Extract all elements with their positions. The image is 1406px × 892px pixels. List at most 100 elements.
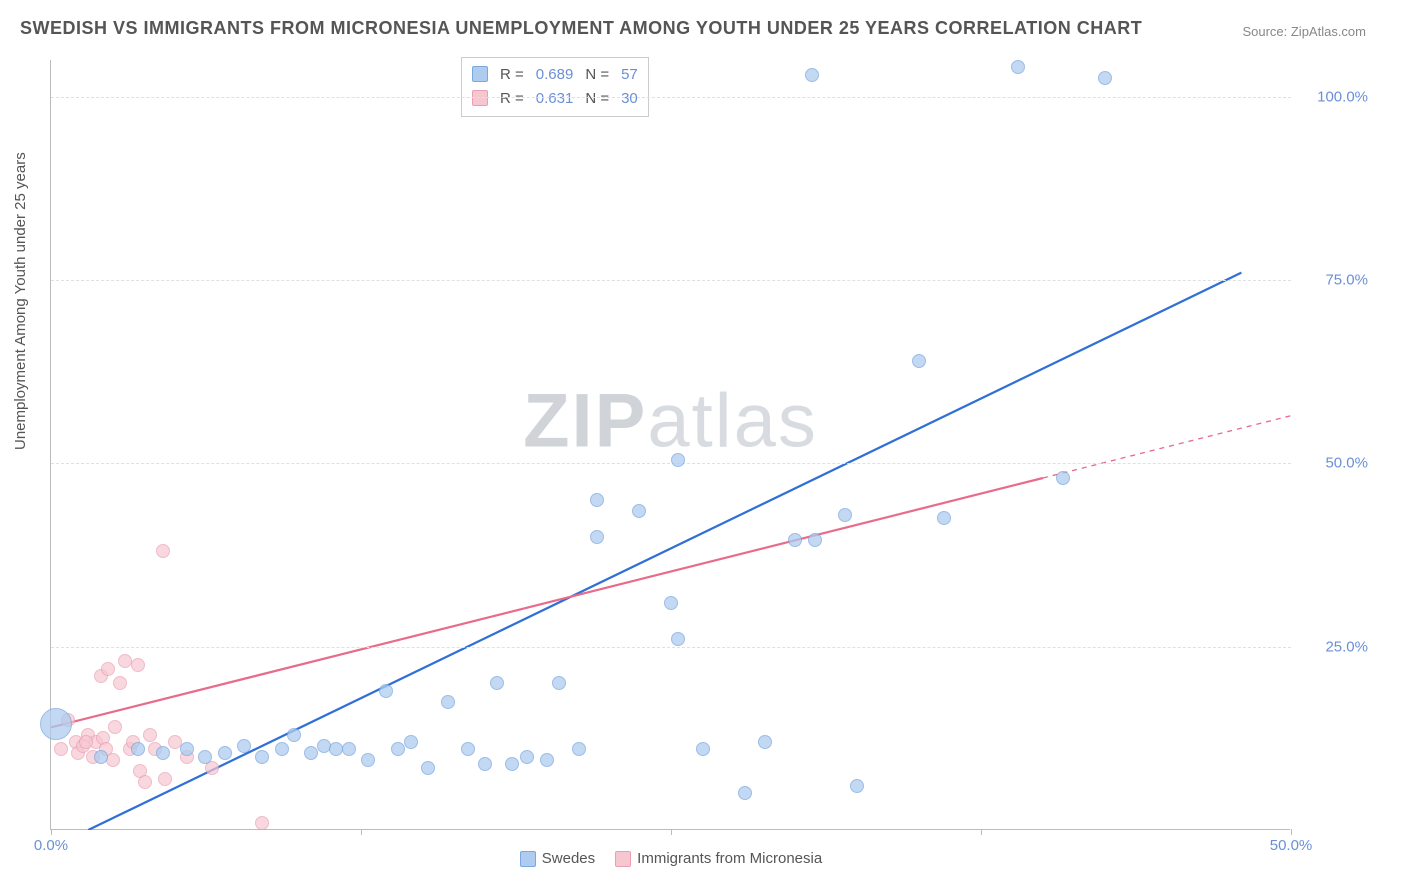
data-point — [505, 757, 519, 771]
y-tick-label: 50.0% — [1325, 455, 1368, 472]
data-point — [572, 742, 586, 756]
data-point — [1098, 71, 1112, 85]
legend-item: Immigrants from Micronesia — [615, 850, 822, 867]
data-point — [255, 750, 269, 764]
legend-item: Swedes — [520, 850, 595, 867]
data-point — [937, 511, 951, 525]
data-point — [342, 742, 356, 756]
data-point — [850, 779, 864, 793]
x-tick-label: 0.0% — [34, 837, 68, 854]
stats-n-label: N = — [585, 66, 609, 83]
data-point — [108, 720, 122, 734]
stats-n-label: N = — [585, 90, 609, 107]
y-tick-label: 25.0% — [1325, 638, 1368, 655]
legend-label: Immigrants from Micronesia — [637, 850, 822, 867]
data-point — [490, 676, 504, 690]
gridline-h — [51, 463, 1291, 464]
data-point — [441, 695, 455, 709]
stats-r-label: R = — [500, 90, 524, 107]
data-point — [138, 775, 152, 789]
data-point — [540, 753, 554, 767]
data-point — [156, 746, 170, 760]
data-point — [805, 68, 819, 82]
data-point — [131, 742, 145, 756]
stats-row: R = 0.689 N = 57 — [472, 62, 638, 86]
trend-lines — [51, 60, 1291, 830]
data-point — [664, 596, 678, 610]
data-point — [361, 753, 375, 767]
x-tick-mark — [981, 829, 982, 835]
data-point — [478, 757, 492, 771]
data-point — [590, 493, 604, 507]
stats-r-value: 0.689 — [536, 66, 574, 83]
data-point — [218, 746, 232, 760]
watermark: ZIPatlas — [523, 378, 818, 465]
stats-r-value: 0.631 — [536, 90, 574, 107]
legend-label: Swedes — [542, 850, 595, 867]
x-tick-mark — [1291, 829, 1292, 835]
data-point — [255, 816, 269, 830]
stats-legend: R = 0.689 N = 57 R = 0.631 N = 30 — [461, 57, 649, 117]
stats-swatch — [472, 66, 488, 82]
data-point — [912, 354, 926, 368]
data-point — [275, 742, 289, 756]
legend-swatch — [520, 851, 536, 867]
data-point — [590, 530, 604, 544]
data-point — [671, 632, 685, 646]
data-point — [180, 742, 194, 756]
data-point — [552, 676, 566, 690]
data-point — [671, 453, 685, 467]
data-point — [131, 658, 145, 672]
data-point — [808, 533, 822, 547]
data-point — [101, 662, 115, 676]
data-point — [156, 544, 170, 558]
data-point — [54, 742, 68, 756]
data-point — [158, 772, 172, 786]
data-point — [520, 750, 534, 764]
source-label: Source: — [1242, 24, 1290, 39]
series-legend: Swedes Immigrants from Micronesia — [51, 850, 1291, 867]
data-point — [758, 735, 772, 749]
watermark-light: atlas — [647, 379, 818, 464]
gridline-h — [51, 280, 1291, 281]
stats-r-label: R = — [500, 66, 524, 83]
data-point — [237, 739, 251, 753]
stats-n-value: 30 — [621, 90, 638, 107]
chart-title: SWEDISH VS IMMIGRANTS FROM MICRONESIA UN… — [20, 18, 1142, 39]
data-point — [838, 508, 852, 522]
data-point — [79, 735, 93, 749]
data-point — [696, 742, 710, 756]
data-point — [379, 684, 393, 698]
y-tick-label: 75.0% — [1325, 272, 1368, 289]
data-point — [113, 676, 127, 690]
data-point — [738, 786, 752, 800]
data-point — [198, 750, 212, 764]
data-point — [287, 728, 301, 742]
y-axis-label: Unemployment Among Youth under 25 years — [12, 152, 29, 450]
data-point — [1056, 471, 1070, 485]
data-point — [404, 735, 418, 749]
stats-n-value: 57 — [621, 66, 638, 83]
source-name: ZipAtlas.com — [1291, 24, 1366, 39]
x-tick-mark — [361, 829, 362, 835]
data-point — [94, 750, 108, 764]
watermark-bold: ZIP — [523, 379, 647, 464]
gridline-h — [51, 647, 1291, 648]
x-tick-mark — [671, 829, 672, 835]
data-point — [1011, 60, 1025, 74]
data-point — [40, 708, 72, 740]
legend-swatch — [615, 851, 631, 867]
data-point — [788, 533, 802, 547]
data-point — [461, 742, 475, 756]
stats-row: R = 0.631 N = 30 — [472, 86, 638, 110]
stats-swatch — [472, 90, 488, 106]
data-point — [632, 504, 646, 518]
y-tick-label: 100.0% — [1317, 88, 1368, 105]
data-point — [421, 761, 435, 775]
source-attribution: Source: ZipAtlas.com — [1242, 24, 1366, 39]
scatter-plot: ZIPatlas R =0.689N =57R =0.631N =30 Swed… — [50, 60, 1290, 830]
data-point — [143, 728, 157, 742]
gridline-h — [51, 97, 1291, 98]
x-tick-mark — [51, 829, 52, 835]
x-tick-label: 50.0% — [1270, 837, 1313, 854]
